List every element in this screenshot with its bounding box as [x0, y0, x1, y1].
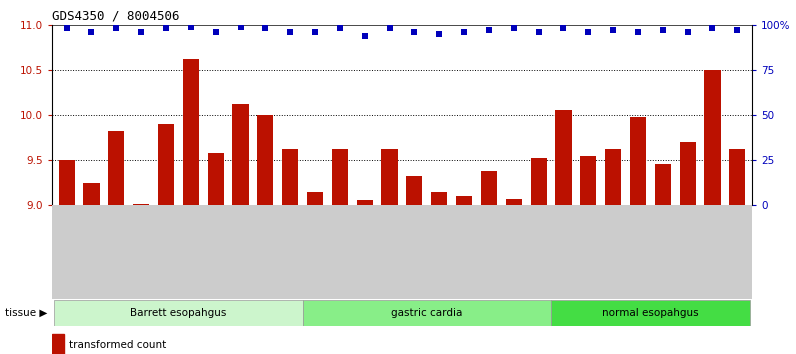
Point: [582, 29, 595, 35]
Point: [259, 25, 271, 31]
Bar: [357, 200, 373, 205]
Point: [234, 24, 247, 29]
Point: [458, 29, 470, 35]
Point: [135, 29, 147, 35]
Point: [731, 27, 743, 33]
Bar: [431, 192, 447, 205]
Point: [657, 27, 669, 33]
Bar: [655, 164, 671, 205]
Text: GDS4350 / 8004506: GDS4350 / 8004506: [52, 9, 179, 22]
Point: [706, 25, 719, 31]
Bar: [302, 300, 551, 326]
Bar: [530, 158, 547, 205]
Bar: [257, 115, 274, 205]
Text: normal esopahgus: normal esopahgus: [602, 308, 699, 318]
Bar: [307, 192, 323, 205]
Bar: [381, 149, 398, 205]
Bar: [481, 171, 497, 205]
Bar: [183, 59, 199, 205]
Text: gastric cardia: gastric cardia: [391, 308, 462, 318]
Point: [334, 25, 346, 31]
Bar: [232, 104, 248, 205]
Point: [209, 29, 222, 35]
Point: [557, 25, 570, 31]
Bar: [630, 117, 646, 205]
Bar: [332, 149, 348, 205]
Text: tissue ▶: tissue ▶: [6, 308, 48, 318]
Point: [309, 29, 322, 35]
Bar: [680, 142, 696, 205]
Point: [533, 29, 545, 35]
Point: [85, 29, 98, 35]
Point: [433, 31, 446, 37]
Point: [607, 27, 619, 33]
Point: [408, 29, 421, 35]
Bar: [52, 334, 64, 354]
Bar: [505, 199, 522, 205]
Bar: [208, 153, 224, 205]
Point: [358, 33, 371, 39]
Point: [284, 29, 297, 35]
Point: [185, 24, 197, 29]
Bar: [605, 149, 621, 205]
Bar: [282, 149, 298, 205]
Point: [383, 25, 396, 31]
Bar: [456, 196, 472, 205]
Point: [60, 25, 73, 31]
Bar: [59, 160, 75, 205]
Point: [681, 29, 694, 35]
Text: Barrett esopahgus: Barrett esopahgus: [131, 308, 227, 318]
Bar: [729, 149, 745, 205]
Bar: [108, 131, 124, 205]
Point: [160, 25, 173, 31]
Bar: [133, 204, 149, 205]
Bar: [704, 70, 720, 205]
Point: [482, 27, 495, 33]
Text: transformed count: transformed count: [69, 339, 166, 349]
Point: [631, 29, 644, 35]
Bar: [158, 124, 174, 205]
Bar: [54, 300, 302, 326]
Bar: [580, 156, 596, 205]
Bar: [551, 300, 750, 326]
Point: [110, 25, 123, 31]
Bar: [406, 176, 423, 205]
Bar: [84, 183, 100, 205]
Bar: [556, 110, 572, 205]
Point: [507, 25, 520, 31]
